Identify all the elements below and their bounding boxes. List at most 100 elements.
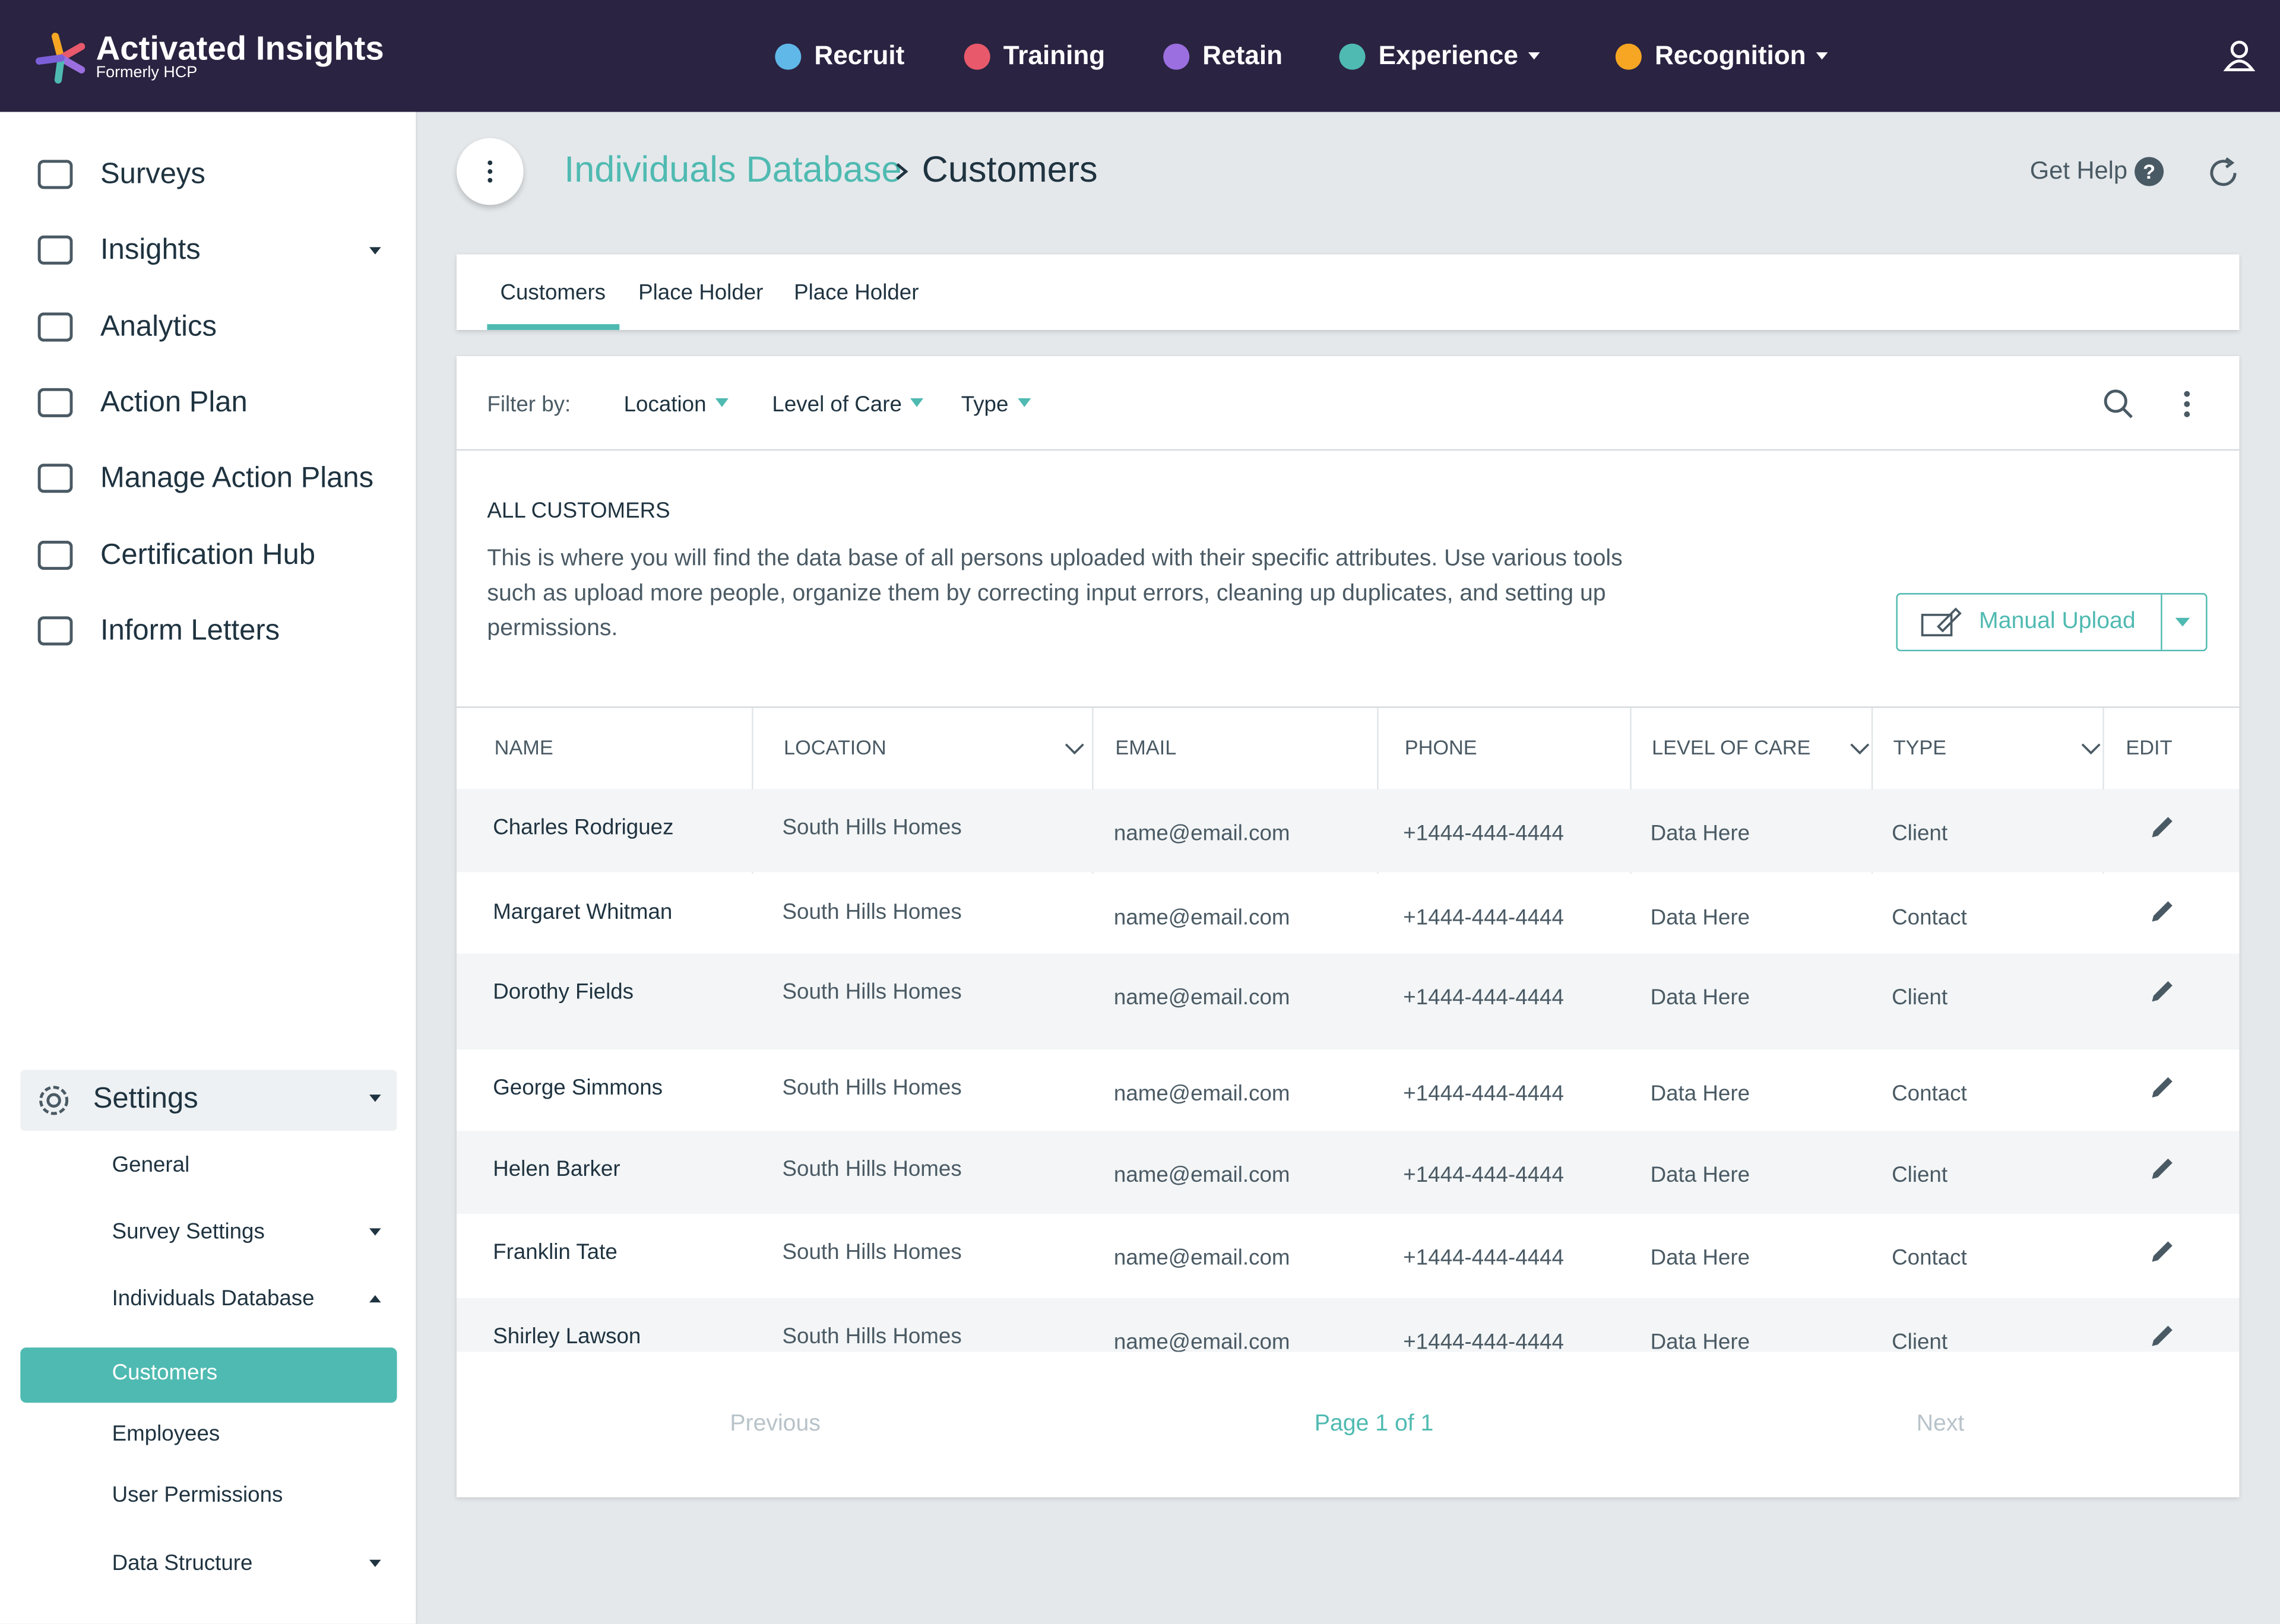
edit-icon[interactable] [2148,1154,2177,1183]
tab[interactable]: Place Holder [794,280,919,306]
upload-button[interactable]: Manual Upload [1896,593,2208,652]
edit-icon[interactable] [2148,1073,2177,1102]
sub-item[interactable]: Data Structure [112,1551,253,1576]
side-item[interactable]: Action Plan [100,386,248,419]
side-item[interactable]: Insights [100,234,201,267]
column-header[interactable]: LEVEL OF CARE [1652,735,1811,759]
nav-icon [1615,43,1642,70]
side-item[interactable]: Inform Letters [100,614,280,647]
sort-icon [1065,743,1084,755]
nav-icon [775,43,802,70]
sub-item[interactable]: User Permissions [112,1482,283,1508]
previous[interactable]: Previous [730,1411,821,1436]
filter-caret [910,398,924,407]
table-row: Helen Barker South Hills Homes name@email.… [456,1131,2240,1214]
filter[interactable]: Type [961,392,1009,417]
side-icon [37,616,73,645]
table-row: Margaret Whitman South Hills Homes name@em… [456,873,2240,954]
help[interactable]: Get Help [2029,157,2128,185]
sub-item[interactable]: General [112,1153,190,1178]
cell: South Hills Homes [782,1324,962,1349]
refresh-icon[interactable] [2206,156,2241,191]
sort-icon [2081,743,2101,755]
side-icon [37,464,73,493]
edit-icon[interactable] [2148,1237,2177,1266]
brand-sub: Formerly HCP [96,64,198,82]
settings-bg [20,1070,397,1131]
edit-icon[interactable] [2148,1321,2177,1350]
column-header[interactable]: EMAIL [1115,735,1177,759]
cell: +1444-444-4444 [1403,905,1564,931]
column-header: EDIT [2126,735,2173,759]
cell: Client [1892,821,1948,846]
breadcrumb-link[interactable]: Individuals Database [564,150,902,191]
cell: name@email.com [1113,1330,1290,1352]
help-icon[interactable]: ? [2133,156,2165,188]
search-icon[interactable] [2101,386,2136,421]
cell: South Hills Homes [782,979,962,1005]
column-header[interactable]: NAME [494,735,553,759]
next[interactable]: Next [1916,1411,1965,1436]
caret [369,248,381,255]
sidebar: Settings Surveys Insights Analytics Action … [0,112,417,1624]
upload-caret[interactable] [2174,616,2191,628]
cell: Client [1892,1163,1948,1188]
filter[interactable]: Level of Care [772,392,902,417]
sub-item[interactable]: Individuals Database [112,1286,315,1311]
sub-item[interactable]: Employees [112,1422,220,1447]
side-item[interactable]: Analytics [100,310,217,342]
sub-item[interactable]: Survey Settings [112,1219,265,1245]
description: This is where you will find the data bas… [487,546,1623,642]
cell: Data Here [1650,821,1750,846]
edit-icon[interactable] [2148,813,2177,842]
side-item[interactable]: Certification Hub [100,538,316,571]
section-title: ALL CUSTOMERS [487,499,670,524]
cell: +1444-444-4444 [1403,1081,1564,1106]
page-info: Page 1 of 1 [1314,1411,1434,1436]
table-row: George Simmons South Hills Homes name@emai… [456,1049,2240,1131]
table-body: Charles Rodriguez South Hills Homes name@e… [456,789,2240,1352]
edit-icon[interactable] [2148,977,2177,1006]
nav-icon [1163,43,1190,70]
filter[interactable]: Location [623,392,707,417]
active-bg [20,1347,397,1403]
side-item[interactable]: Surveys [100,158,205,191]
side-item[interactable]: Manage Action Plans [100,462,374,495]
cell: Contact [1892,905,1967,931]
settings[interactable]: Settings [93,1083,198,1115]
edit-icon[interactable] [2148,897,2177,926]
menu-button[interactable] [456,138,524,205]
svg-text:?: ? [2143,161,2155,183]
brand[interactable]: Activated Insights [96,28,384,67]
nav-item[interactable]: Experience [1378,40,1518,70]
nav-item[interactable]: Retain [1202,40,1283,70]
cell: South Hills Homes [782,815,962,840]
caret [1528,52,1540,60]
column-header[interactable]: TYPE [1893,735,1947,759]
cell: Contact [1892,1081,1967,1106]
profile-icon[interactable] [2222,38,2257,73]
more-icon[interactable] [2173,386,2202,421]
nav-item[interactable]: Recruit [814,40,905,70]
table-row: Shirley Lawson South Hills Homes name@emai… [456,1298,2240,1352]
cell: Data Here [1650,985,1750,1011]
cell: Margaret Whitman [493,899,673,925]
nav-item[interactable]: Training [1003,40,1106,70]
tab[interactable]: Place Holder [638,280,764,306]
cell: name@email.com [1113,1163,1290,1188]
sub-item[interactable]: Customers [112,1360,218,1385]
column-header[interactable]: PHONE [1404,735,1477,759]
caret [369,1295,381,1303]
cell: +1444-444-4444 [1403,1163,1564,1188]
side-icon [37,540,73,569]
cell: Data Here [1650,1245,1750,1271]
cell: name@email.com [1113,821,1290,846]
cell: Data Here [1650,1330,1750,1352]
upload-icon [1921,607,1962,637]
filter-label: Filter by: [487,392,571,417]
tab[interactable]: Customers [500,280,606,306]
nav-item[interactable]: Recognition [1654,40,1806,70]
column-header[interactable]: LOCATION [784,735,886,759]
cell: Franklin Tate [493,1239,618,1265]
